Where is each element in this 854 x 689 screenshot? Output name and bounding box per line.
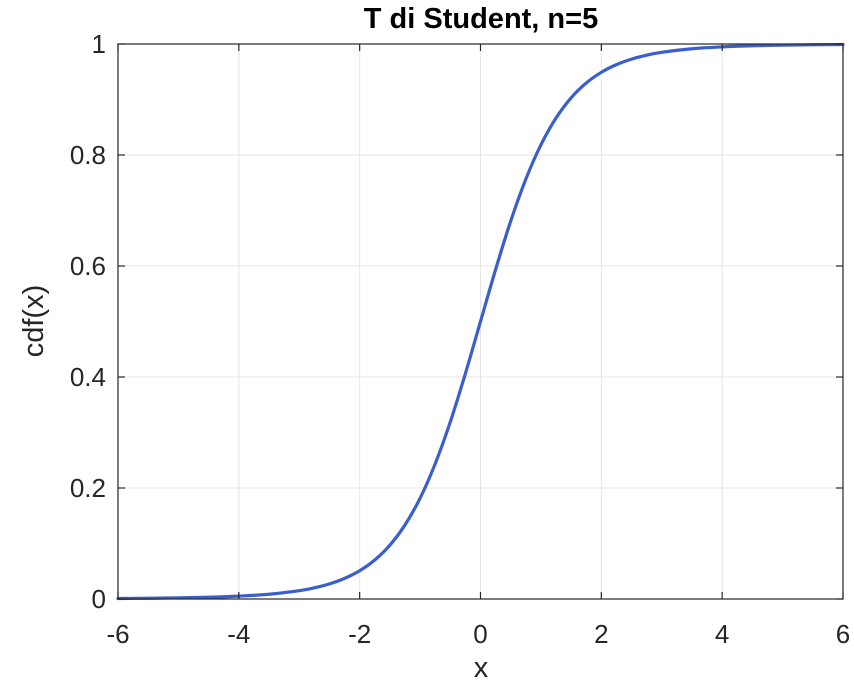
x-tick-label: -6	[106, 619, 129, 649]
tick-marks	[117, 43, 844, 600]
x-tick-label: 2	[594, 619, 608, 649]
grid	[118, 44, 843, 599]
chart-title: T di Student, n=5	[364, 3, 598, 35]
y-tick-label: 0.8	[70, 140, 106, 170]
y-tick-labels: 0 0.2 0.4 0.6 0.8 1	[70, 29, 106, 614]
x-tick-label: -4	[227, 619, 250, 649]
y-tick-label: 1	[92, 29, 106, 59]
x-tick-label: 0	[473, 619, 487, 649]
y-tick-label: 0.2	[70, 473, 106, 503]
x-tick-label: 6	[836, 619, 850, 649]
cdf-curve	[116, 42, 845, 601]
x-tick-labels: -6 -4 -2 0 2 4 6	[106, 619, 850, 649]
y-tick-label: 0.6	[70, 251, 106, 281]
y-tick-label: 0.4	[70, 362, 106, 392]
x-axis-label: x	[474, 652, 489, 684]
y-axis-label: cdf(x)	[18, 285, 50, 358]
series-layer	[116, 42, 845, 601]
x-tick-label: -2	[348, 619, 371, 649]
x-tick-label: 4	[715, 619, 729, 649]
y-tick-label: 0	[92, 584, 106, 614]
